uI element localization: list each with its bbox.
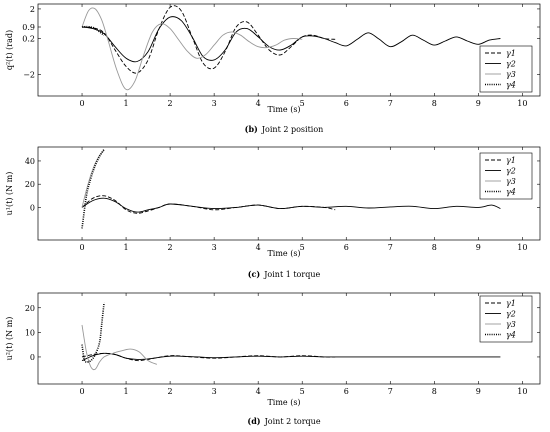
x-tick-label: 5 [300, 99, 305, 108]
x-tick-label: 7 [388, 243, 393, 252]
x-axis-label: Time (s) [267, 398, 300, 407]
series-line-3 [81, 150, 105, 208]
caption-number: (d) [247, 416, 260, 426]
y-axis-label: u²(t) (N m) [5, 317, 14, 361]
x-tick-label: 0 [79, 243, 84, 252]
plot-frame [37, 146, 541, 241]
legend-box [479, 152, 533, 200]
series-line-4 [81, 25, 105, 36]
x-tick-label: 2 [168, 243, 173, 252]
legend-label: γ1 [506, 299, 516, 308]
legend-label: γ4 [506, 81, 516, 90]
legend-label: γ3 [506, 70, 516, 79]
x-tick-label: 4 [256, 99, 261, 108]
x-tick-label: 4 [256, 243, 261, 252]
legend-label: γ4 [506, 331, 516, 340]
series-line-2 [81, 197, 501, 213]
panel-2: 0 1 2 3 4 5 6 7 8 9 10 40 20 0 Time (s) u¹(t) (N m) γ1 γ2… [5, 146, 541, 279]
series-line-2 [81, 352, 501, 362]
caption-text: Joint 2 torque [264, 417, 321, 426]
plot-frame [37, 292, 541, 385]
panel-1: 0 1 2 3 4 5 6 7 8 9 10 2 0.9 0.2 −2 Time (s) q²(t) (rad)… [5, 3, 541, 134]
y-tick-label: 20 [25, 180, 35, 189]
legend-label: γ1 [506, 156, 516, 165]
legend-label: γ2 [506, 167, 516, 176]
panel-caption: (b) Joint 2 position [245, 124, 324, 134]
y-tick-label: 0.2 [22, 35, 35, 44]
series-line-4 [81, 148, 105, 229]
x-tick-label: 2 [168, 387, 173, 396]
legend-label: γ2 [506, 60, 516, 69]
x-tick-label: 0 [79, 99, 84, 108]
panel-3: 0 1 2 3 4 5 6 7 8 9 10 20 10 0 Time (s) u²(t) (N m) γ1 γ2… [5, 292, 541, 426]
caption-number: (c) [248, 269, 261, 279]
x-tick-label: 8 [432, 243, 437, 252]
x-tick-label: 6 [344, 243, 349, 252]
x-tick-label: 4 [256, 387, 261, 396]
series-line-3 [81, 324, 158, 371]
x-tick-label: 5 [300, 243, 305, 252]
x-tick-label: 10 [517, 99, 527, 108]
series-line-1 [81, 352, 336, 362]
panel-caption: (c) Joint 1 torque [248, 269, 321, 279]
x-tick-label: 7 [388, 99, 393, 108]
legend-label: γ3 [506, 177, 516, 186]
series-line-3 [81, 7, 303, 91]
panel-caption: (d) Joint 2 torque [247, 416, 320, 426]
legend-label: γ3 [506, 320, 516, 329]
caption-text: Joint 1 torque [263, 270, 320, 279]
y-tick-label: 20 [25, 304, 35, 313]
x-tick-label: 9 [476, 387, 481, 396]
x-tick-label: 2 [168, 99, 173, 108]
x-axis-label: Time (s) [267, 105, 300, 114]
x-tick-label: 10 [517, 387, 527, 396]
y-tick-label: 0 [30, 353, 35, 362]
x-tick-label: 7 [388, 387, 393, 396]
x-tick-label: 3 [212, 387, 217, 396]
x-axis-label: Time (s) [267, 249, 300, 258]
legend-label: γ1 [506, 49, 516, 58]
y-tick-label: 2 [30, 5, 35, 14]
x-tick-label: 6 [344, 99, 349, 108]
legend-box [479, 45, 533, 93]
series-line-4 [81, 302, 105, 363]
plot-frame [37, 3, 541, 97]
x-tick-label: 3 [212, 243, 217, 252]
legend-box [479, 295, 533, 343]
x-tick-label: 1 [124, 387, 129, 396]
x-tick-label: 1 [124, 99, 129, 108]
x-tick-label: 8 [432, 387, 437, 396]
x-tick-label: 1 [124, 243, 129, 252]
series-line-1 [81, 5, 336, 74]
x-tick-label: 10 [517, 243, 527, 252]
y-axis-label: u¹(t) (N m) [5, 172, 14, 216]
caption-number: (b) [245, 124, 258, 134]
y-tick-label: 10 [25, 328, 35, 337]
y-tick-label: 40 [25, 157, 35, 166]
y-tick-label: −2 [23, 71, 35, 80]
y-tick-label: 0 [30, 203, 35, 212]
x-tick-label: 5 [300, 387, 305, 396]
x-tick-label: 3 [212, 99, 217, 108]
caption-text: Joint 2 position [261, 125, 323, 134]
legend-label: γ2 [506, 310, 516, 319]
x-tick-label: 9 [476, 99, 481, 108]
series-line-2 [81, 16, 501, 63]
y-axis-label: q²(t) (rad) [5, 30, 14, 70]
y-tick-label: 0.9 [22, 23, 35, 32]
x-tick-label: 8 [432, 99, 437, 108]
x-tick-label: 9 [476, 243, 481, 252]
x-tick-label: 6 [344, 387, 349, 396]
legend-label: γ4 [506, 188, 516, 197]
x-tick-label: 0 [79, 387, 84, 396]
